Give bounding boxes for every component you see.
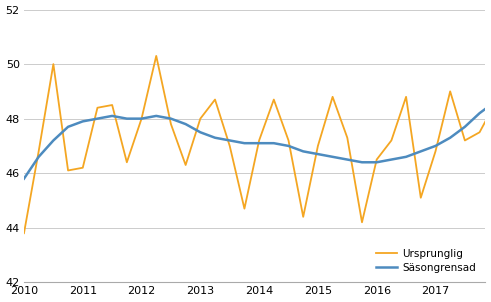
Legend: Ursprunglig, Säsongrensad: Ursprunglig, Säsongrensad	[372, 245, 480, 277]
